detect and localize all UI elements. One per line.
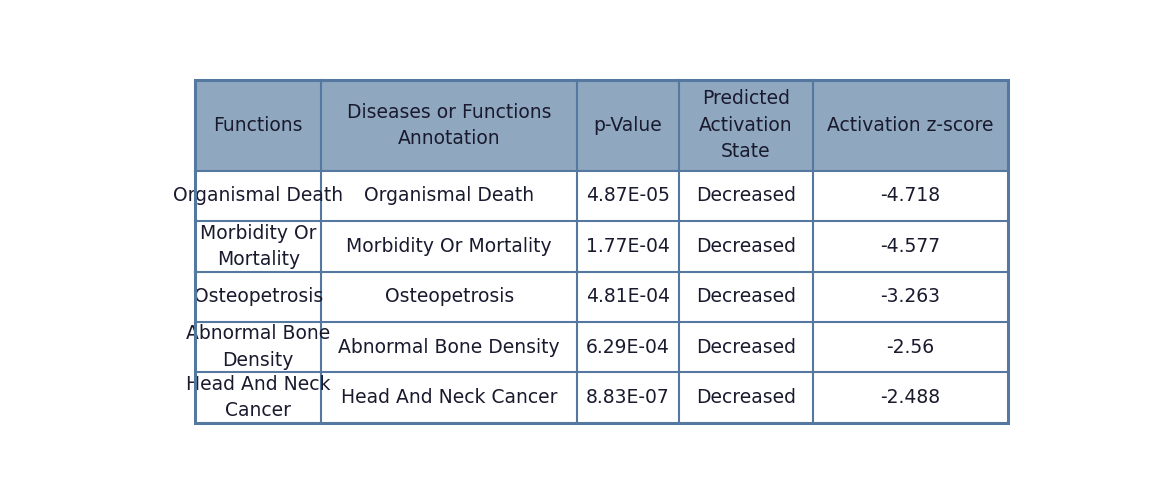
Text: 1.77E-04: 1.77E-04 [586, 237, 670, 256]
Text: 8.83E-07: 8.83E-07 [586, 388, 670, 407]
Text: Organismal Death: Organismal Death [365, 186, 535, 206]
Text: Abnormal Bone Density: Abnormal Bone Density [338, 338, 560, 357]
Text: Head And Neck
Cancer: Head And Neck Cancer [186, 375, 331, 420]
Text: -2.56: -2.56 [887, 338, 934, 357]
Text: Activation z-score: Activation z-score [827, 116, 994, 135]
Text: -4.577: -4.577 [881, 237, 940, 256]
Text: Predicted
Activation
State: Predicted Activation State [699, 90, 792, 161]
Text: Abnormal Bone
Density: Abnormal Bone Density [186, 324, 331, 370]
Text: -2.488: -2.488 [881, 388, 940, 407]
Text: Osteopetrosis: Osteopetrosis [193, 287, 323, 306]
Text: Morbidity Or Mortality: Morbidity Or Mortality [346, 237, 552, 256]
Text: -3.263: -3.263 [881, 287, 940, 306]
Text: 6.29E-04: 6.29E-04 [586, 338, 670, 357]
Text: 4.87E-05: 4.87E-05 [586, 186, 670, 206]
Text: Functions: Functions [213, 116, 303, 135]
Text: Osteopetrosis: Osteopetrosis [384, 287, 514, 306]
Text: Decreased: Decreased [696, 186, 796, 206]
Text: p-Value: p-Value [594, 116, 663, 135]
Text: Decreased: Decreased [696, 338, 796, 357]
Text: -4.718: -4.718 [881, 186, 940, 206]
Text: Decreased: Decreased [696, 388, 796, 407]
Text: 4.81E-04: 4.81E-04 [586, 287, 670, 306]
Text: Organismal Death: Organismal Death [174, 186, 344, 206]
Text: Morbidity Or
Mortality: Morbidity Or Mortality [200, 223, 317, 269]
Text: Decreased: Decreased [696, 287, 796, 306]
Text: Diseases or Functions
Annotation: Diseases or Functions Annotation [347, 102, 551, 148]
Text: Head And Neck Cancer: Head And Neck Cancer [341, 388, 558, 407]
Text: Decreased: Decreased [696, 237, 796, 256]
